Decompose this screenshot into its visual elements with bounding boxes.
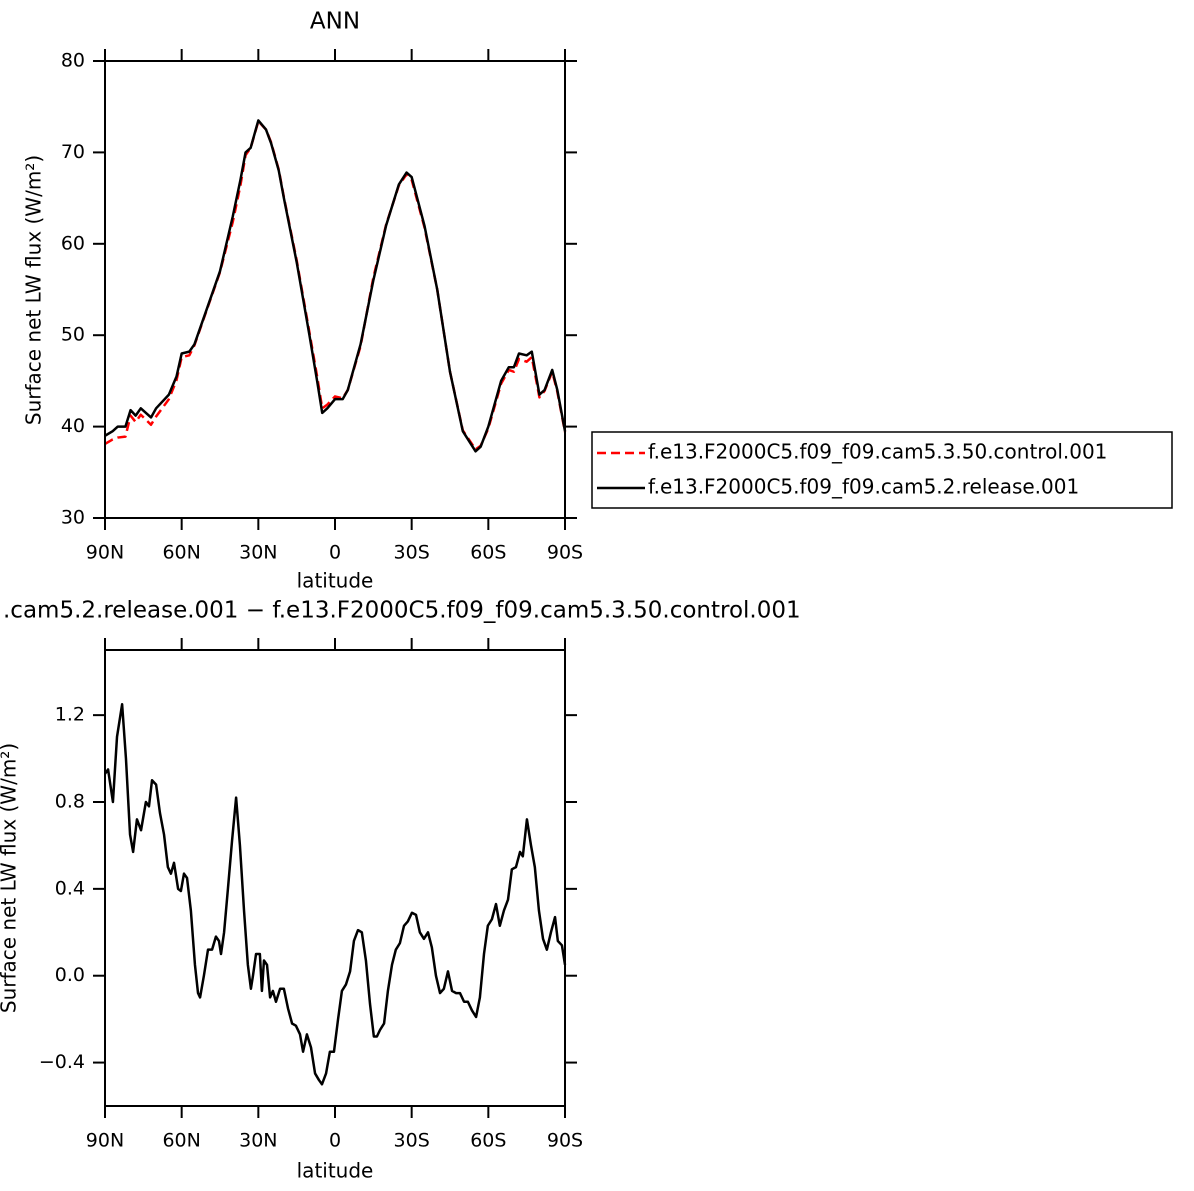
x-tick-label: 60N [162, 1130, 200, 1152]
y-axis-label: Surface net LW flux (W/m²) [22, 155, 46, 425]
plot-frame [104, 60, 566, 519]
y-tick-label: 0.0 [55, 964, 85, 986]
legend-label: f.e13.F2000C5.f09_f09.cam5.3.50.control.… [648, 440, 1107, 464]
x-tick-label: 90S [547, 542, 583, 564]
legend-box [591, 431, 1173, 509]
chart-title: .cam5.2.release.001 − f.e13.F2000C5.f09_… [3, 598, 801, 624]
y-tick-label: 0.8 [55, 791, 85, 813]
x-tick-label: 30N [239, 1130, 277, 1152]
y-axis-label: Surface net LW flux (W/m²) [0, 743, 21, 1013]
data-line [103, 703, 567, 1086]
x-tick-label: 0 [329, 1130, 341, 1152]
x-tick-label: 30S [394, 1130, 430, 1152]
y-tick-label: 50 [61, 324, 85, 346]
x-tick-label: 90N [86, 1130, 124, 1152]
x-tick-label: 0 [329, 542, 341, 564]
y-tick-label: 0.4 [55, 877, 85, 899]
x-tick-label: 30S [394, 542, 430, 564]
y-tick-label: −0.4 [39, 1051, 85, 1073]
x-tick-label: 60N [162, 542, 200, 564]
plot-frame [104, 649, 566, 1107]
x-tick-label: 90S [547, 1130, 583, 1152]
x-tick-label: 30N [239, 542, 277, 564]
y-tick-label: 40 [61, 415, 85, 437]
chart-title: ANN [310, 9, 360, 35]
y-tick-label: 30 [61, 507, 85, 529]
data-line [104, 120, 567, 451]
y-tick-label: 70 [61, 141, 85, 163]
x-axis-label: latitude [297, 1159, 374, 1183]
y-tick-label: 80 [61, 50, 85, 72]
data-line [104, 119, 567, 453]
legend-label: f.e13.F2000C5.f09_f09.cam5.2.release.001 [648, 475, 1079, 499]
y-tick-label: 60 [61, 232, 85, 254]
x-tick-label: 90N [86, 542, 124, 564]
y-tick-label: 1.2 [55, 704, 85, 726]
x-tick-label: 60S [470, 542, 506, 564]
x-axis-label: latitude [297, 569, 374, 593]
x-tick-label: 60S [470, 1130, 506, 1152]
